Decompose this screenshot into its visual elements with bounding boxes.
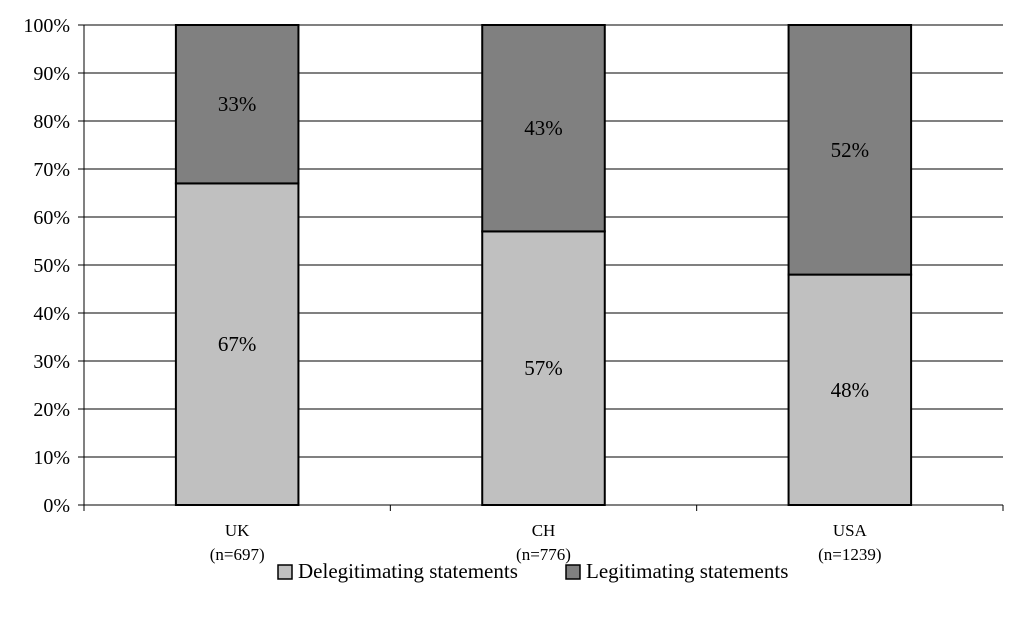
data-label: 67%	[218, 332, 257, 356]
category-sample-size: (n=1239)	[818, 545, 881, 564]
x-category-labels: UK (n=697) CH (n=776) USA (n=1239)	[210, 521, 882, 564]
bar-usa-delegitimating	[787, 273, 913, 506]
bar-uk-legitimating	[174, 24, 300, 185]
y-tick-label: 90%	[33, 63, 70, 85]
legend-label: Delegitimating statements	[298, 559, 518, 583]
legend-swatch-legitimating	[565, 564, 581, 580]
category-label: CH	[532, 521, 556, 540]
data-label: 52%	[831, 138, 870, 162]
bar-usa-legitimating	[787, 24, 913, 276]
data-label: 48%	[831, 378, 870, 402]
y-tick-labels: 0% 10% 20% 30% 40% 50% 60% 70% 80% 90% 100%	[23, 15, 70, 517]
category-sample-size: (n=697)	[210, 545, 265, 564]
category-label: USA	[833, 521, 868, 540]
y-tick-label: 70%	[33, 159, 70, 181]
data-label: 33%	[218, 92, 257, 116]
y-tick-label: 50%	[33, 255, 70, 277]
legend: Delegitimating statements Legitimating st…	[277, 559, 788, 583]
data-label: 57%	[524, 356, 563, 380]
y-tick-label: 20%	[33, 399, 70, 421]
y-tick-label: 80%	[33, 111, 70, 133]
category-label: UK	[225, 521, 250, 540]
legend-swatch-delegitimating	[277, 564, 293, 580]
bar-ch-legitimating	[481, 24, 606, 233]
axes	[78, 24, 1004, 511]
data-labels: 67% 33% 57% 43% 48% 52%	[218, 92, 869, 402]
y-tick-label: 0%	[43, 495, 70, 517]
y-tick-label: 60%	[33, 207, 70, 229]
legend-label: Legitimating statements	[586, 559, 788, 583]
y-tick-label: 100%	[23, 15, 70, 37]
y-tick-label: 30%	[33, 351, 70, 373]
bars	[174, 24, 913, 506]
y-tick-label: 40%	[33, 303, 70, 325]
category-sample-size: (n=776)	[516, 545, 571, 564]
data-label: 43%	[524, 116, 563, 140]
y-tick-label: 10%	[33, 447, 70, 469]
